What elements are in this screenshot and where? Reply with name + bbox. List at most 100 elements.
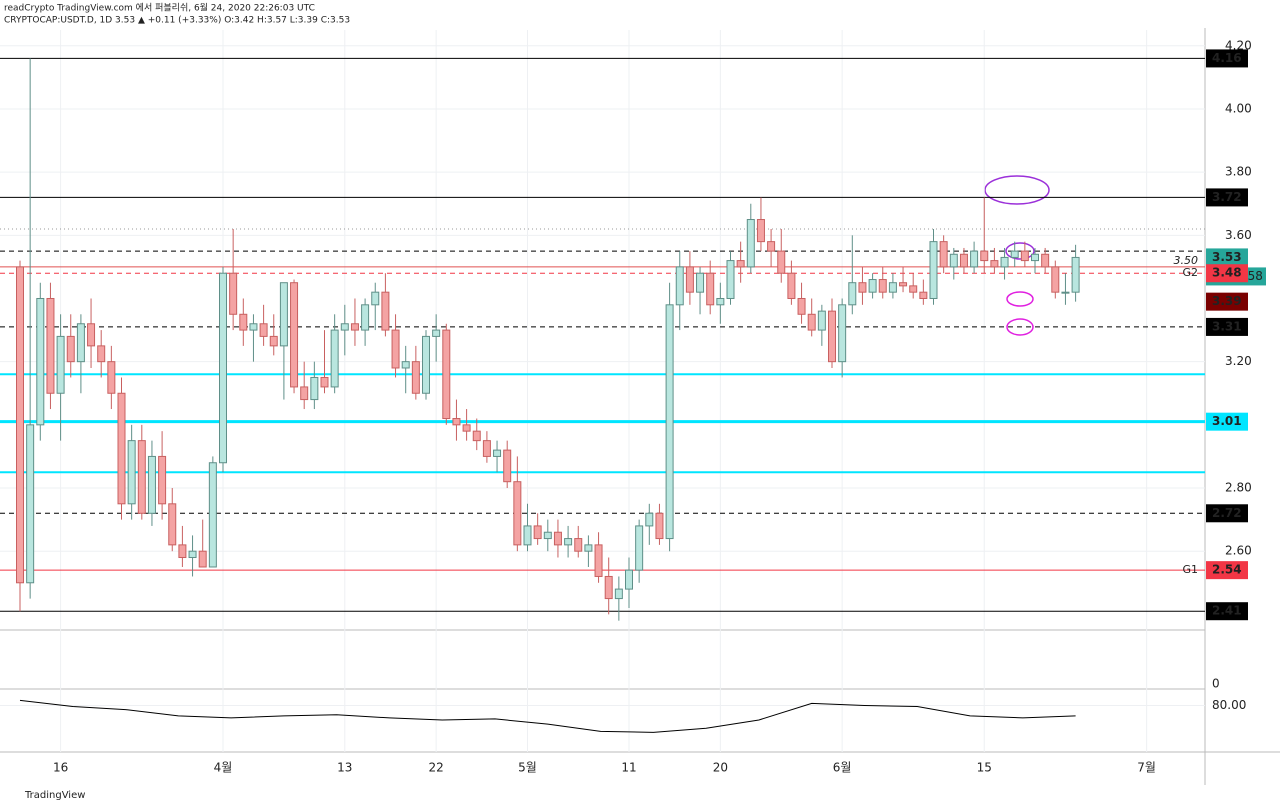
annotation: G2	[1182, 266, 1198, 279]
y-tick-label: 2.80	[1225, 481, 1252, 495]
candle-body	[158, 455, 167, 505]
candle-body	[371, 291, 380, 306]
candle-body	[726, 260, 735, 299]
candle-body	[970, 250, 979, 268]
candle-body	[736, 260, 745, 268]
y-tick-label: 2.60	[1225, 544, 1252, 558]
candle-body	[706, 272, 715, 306]
x-tick-label: 15	[977, 761, 992, 775]
symbol-legend: CRYPTOCAP:USDT.D, 1D 3.53 ▲ +0.11 (+3.33…	[4, 16, 350, 26]
candle-body	[878, 279, 887, 293]
candle-body	[310, 376, 319, 401]
candle-body	[137, 440, 146, 514]
candle-body	[290, 282, 299, 388]
price-label: 2.41	[1212, 604, 1242, 618]
x-tick-label: 13	[337, 761, 352, 775]
candle-body	[46, 297, 55, 394]
candle-body	[929, 241, 938, 299]
candle-body	[604, 575, 613, 600]
x-tick-label: 16	[53, 761, 68, 775]
candle-body	[198, 550, 207, 568]
price-label-box	[1206, 248, 1248, 267]
candle-body	[330, 329, 339, 388]
price-label-box	[1206, 264, 1248, 283]
x-tick-label: 20	[713, 761, 728, 775]
price-label-box	[1206, 188, 1248, 207]
chart-title: readCrypto TradingView.com 에서 퍼블리쉬, 6월 2…	[4, 2, 315, 14]
price-label-box	[1206, 317, 1248, 336]
candle-body	[107, 361, 116, 394]
price-label: 3.39	[1212, 294, 1242, 308]
candle-body	[675, 266, 684, 306]
candle-body	[229, 272, 238, 315]
candle-body	[553, 531, 562, 546]
candle-body	[807, 313, 816, 331]
x-tick-label: 11	[621, 761, 636, 775]
candle-body	[1010, 250, 1019, 258]
candle-body	[980, 250, 989, 262]
candle-body	[817, 310, 826, 331]
candle-body	[533, 525, 542, 540]
y-tick-label: 4.00	[1225, 101, 1252, 115]
price-label: 2.72	[1212, 506, 1242, 520]
price-label-box	[1206, 602, 1248, 621]
candle-body	[848, 282, 857, 306]
candle-body	[361, 304, 370, 331]
price-label: 3.72	[1212, 190, 1242, 204]
candle-body	[411, 361, 420, 394]
candle-body	[797, 297, 806, 315]
candle-body	[777, 250, 786, 274]
candle-body	[1041, 253, 1050, 268]
footer-brand: TradingView	[24, 790, 85, 801]
candle-body	[462, 424, 471, 432]
candle-body	[716, 297, 725, 306]
candle-body	[279, 282, 288, 347]
candle-body	[787, 272, 796, 299]
candle-body	[472, 430, 481, 442]
candle-body	[594, 544, 603, 577]
candle-body	[320, 376, 329, 388]
candle-body	[655, 512, 664, 540]
candle-body	[26, 424, 35, 584]
y-tick-label: 4.20	[1225, 38, 1252, 52]
candle-body	[56, 335, 65, 394]
candle-body	[76, 323, 85, 363]
candle-body	[188, 550, 197, 559]
candle-body	[939, 241, 948, 268]
drawing	[984, 175, 1050, 205]
candle-body	[959, 253, 968, 268]
candle-body	[665, 304, 674, 540]
x-tick-label: 4월	[214, 761, 233, 775]
y-tick-label: 0	[1212, 676, 1220, 690]
candle-body	[36, 297, 45, 426]
drawing	[1006, 291, 1034, 307]
price-label: 3.31	[1212, 319, 1242, 333]
candle-body	[1000, 256, 1009, 268]
candle-body	[584, 544, 593, 552]
price-label-box	[1206, 561, 1248, 580]
candle-body	[300, 386, 309, 401]
drawing	[1006, 318, 1034, 336]
price-label: 3.53	[1212, 250, 1242, 264]
candle-body	[949, 253, 958, 268]
candle-body	[168, 503, 177, 546]
candle-body	[564, 538, 573, 546]
price-label: 3.01	[1212, 414, 1242, 428]
candle-body	[422, 335, 430, 394]
candle-body	[219, 272, 227, 464]
candle-body	[208, 462, 217, 568]
candle-body	[909, 285, 918, 293]
candle-body	[513, 481, 522, 546]
candle-body	[401, 361, 410, 369]
candle-body	[1020, 250, 1029, 262]
candle-body	[919, 291, 928, 299]
candle-body	[523, 525, 532, 546]
x-tick-label: 5월	[518, 761, 537, 775]
candle-body	[828, 310, 836, 363]
price-label: 3.48	[1212, 266, 1242, 280]
candle-body	[259, 323, 268, 337]
candle-body	[868, 279, 877, 293]
candle-body	[899, 282, 908, 287]
price-label: 4.16	[1212, 51, 1242, 65]
